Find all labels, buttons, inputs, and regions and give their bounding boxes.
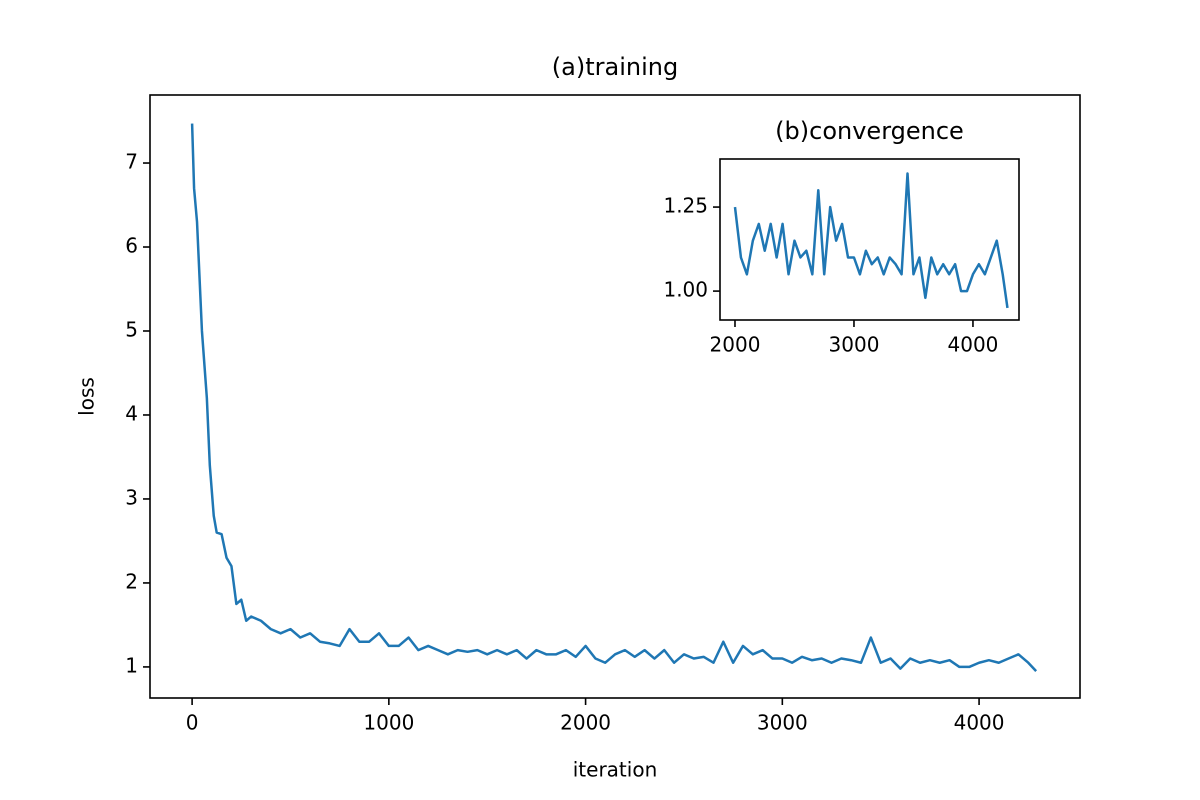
y-tick-label: 4 [125, 401, 138, 425]
y-tick-label: 2 [125, 569, 138, 593]
x-axis-label: iteration [573, 758, 658, 782]
y-axis-label: loss [75, 377, 99, 416]
x-tick-label: 4000 [954, 711, 1005, 735]
x-tick-label: 1000 [363, 711, 414, 735]
loss-line [190, 123, 1038, 672]
loss-line [733, 172, 1009, 309]
chart-title: (a)training [552, 53, 678, 81]
axes-frame [719, 158, 1020, 321]
x-tick-label: 4000 [948, 333, 999, 357]
y-tick-label: 6 [125, 234, 138, 258]
x-tick-label: 0 [186, 711, 199, 735]
y-tick-label: 5 [125, 317, 138, 341]
y-tick-label: 7 [125, 150, 138, 174]
plot-area [720, 159, 1019, 320]
chart-title: (b)convergence [775, 117, 964, 145]
y-tick-label: 1 [125, 653, 138, 677]
x-tick-label: 3000 [829, 333, 880, 357]
x-tick-label: 2000 [710, 333, 761, 357]
y-tick-label: 1.25 [663, 194, 708, 218]
y-tick-label: 3 [125, 485, 138, 509]
y-tick-label: 1.00 [663, 278, 708, 302]
axes-frame [149, 94, 1081, 699]
x-tick-label: 2000 [560, 711, 611, 735]
x-tick-label: 3000 [757, 711, 808, 735]
